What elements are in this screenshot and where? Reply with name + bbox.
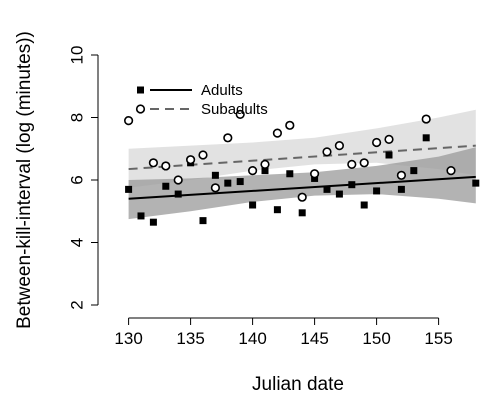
subadults-point — [347, 159, 357, 169]
x-tick-label: 145 — [300, 329, 328, 348]
subadults-confidence-band — [128, 109, 476, 188]
subadults-fit-line — [128, 144, 476, 171]
adults-point — [286, 170, 294, 178]
fit-lines — [128, 144, 476, 200]
subadults-point — [173, 175, 183, 185]
adults-point — [422, 134, 430, 142]
x-tick-label: 130 — [114, 329, 142, 348]
subadults-point — [384, 134, 394, 144]
adults-point — [335, 190, 343, 198]
adults-legend-marker — [137, 86, 144, 94]
subadults-point — [235, 109, 245, 119]
subadults-point — [285, 120, 295, 130]
confidence-bands — [128, 109, 476, 220]
adults-point — [298, 209, 306, 217]
y-tick-label: 6 — [67, 175, 86, 184]
subadults-point — [372, 137, 382, 148]
x-tick-label: 155 — [424, 329, 452, 348]
subadults-point — [248, 166, 258, 176]
adults-point — [236, 178, 244, 186]
adults-point — [162, 182, 170, 190]
adults-point — [397, 185, 405, 193]
subadults-point — [186, 155, 196, 165]
adults-point — [224, 179, 232, 187]
adults-point — [323, 185, 331, 193]
subadults-point — [310, 169, 320, 179]
legend: Adults Subadults — [135, 82, 268, 118]
adults-fit-line — [128, 175, 476, 200]
x-tick-label: 140 — [238, 329, 266, 348]
subadults-point — [124, 116, 134, 126]
subadults-point — [421, 114, 431, 124]
y-tick-label: 2 — [67, 300, 86, 309]
adults-point — [360, 201, 368, 209]
y-tick-label: 10 — [67, 46, 86, 65]
x-tick-label: 150 — [362, 329, 390, 348]
adults-point — [410, 167, 418, 175]
subadults-point — [359, 158, 369, 168]
subadults-point — [223, 133, 233, 143]
x-tick-label: 135 — [176, 329, 204, 348]
adults-point — [137, 212, 145, 220]
adults-point — [472, 179, 480, 187]
subadults-point — [396, 170, 407, 180]
adults-point — [199, 217, 207, 225]
adults-confidence-band — [128, 147, 476, 220]
subadults-legend-label: Subadults — [201, 101, 268, 118]
adults-point — [261, 167, 269, 175]
subadults-point — [210, 183, 220, 193]
axes: 130 135 140 145 150 155 2 4 6 8 10 — [67, 46, 452, 348]
subadults-point — [334, 141, 345, 151]
adults-legend-label: Adults — [201, 82, 243, 99]
adults-point — [174, 190, 182, 198]
y-tick-label: 8 — [67, 113, 86, 122]
data-points — [124, 109, 480, 226]
subadults-point — [260, 159, 270, 169]
adults-point — [348, 181, 356, 189]
subadults-point — [161, 161, 171, 171]
adults-point — [311, 174, 319, 182]
adults-point — [273, 206, 281, 214]
adults-point — [385, 151, 393, 159]
subadults-point — [297, 192, 307, 202]
subadults-legend-marker — [135, 104, 146, 114]
y-axis-title: Between-kill-interval (log (minutes)) — [14, 31, 35, 329]
subadults-point — [322, 147, 332, 157]
adults-point — [373, 187, 381, 195]
y-tick-label: 4 — [67, 238, 86, 247]
adults-point — [211, 171, 219, 179]
subadults-point — [272, 128, 283, 138]
subadults-point — [198, 150, 208, 160]
adults-point — [125, 185, 133, 193]
subadults-point — [148, 158, 158, 168]
adults-point — [249, 201, 257, 209]
adults-point — [149, 218, 157, 226]
subadults-point — [446, 166, 456, 176]
x-axis-title: Julian date — [252, 374, 344, 395]
